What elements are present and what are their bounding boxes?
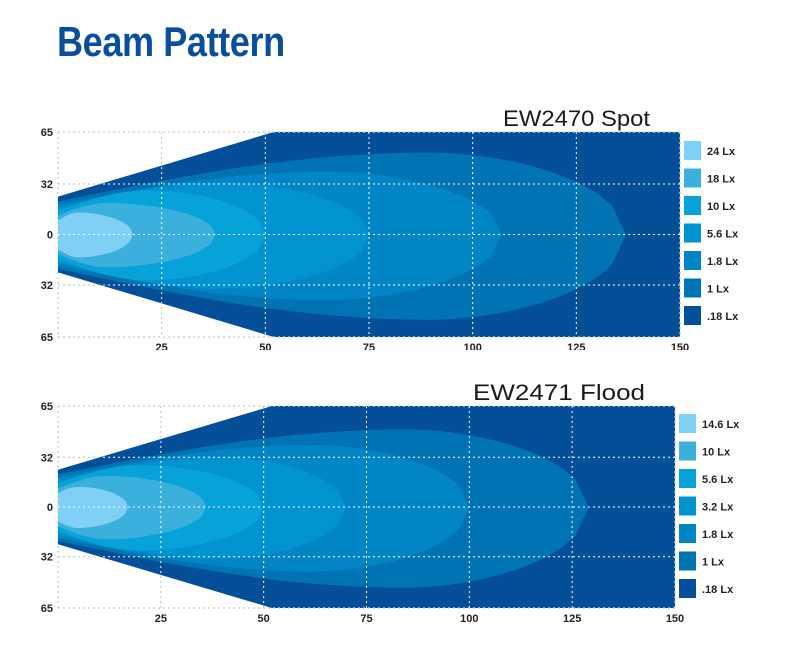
y-tick-label: 65 [41,127,53,139]
legend-swatch [684,306,701,325]
legend-label: 1 Lx [707,284,730,296]
x-tick-label: 25 [155,613,167,624]
x-tick-label: 125 [563,613,581,624]
spot-beam-chart: EW2470 Spot 25 50 75 100 125 150 65 32 0 32 65 24 Lx… [41,106,739,350]
legend-label: 3.2 Lx [702,502,734,514]
grid-overlay [58,406,675,608]
x-tick-label: 100 [463,342,481,350]
grid-overlay [58,132,680,337]
legend-swatch [679,551,696,571]
x-tick-label: 75 [360,613,372,624]
chart-title: EW2470 Spot [503,106,650,131]
chart-title: EW2471 Flood [473,380,645,405]
legend-label: 18 Lx [707,174,736,186]
y-tick-label: 65 [41,603,53,615]
y-tick-label: 32 [41,179,53,191]
contour-146Lx [58,486,128,529]
y-tick-label: 32 [41,552,53,564]
x-tick-label: 75 [363,342,375,350]
legend-label: 1.8 Lx [702,529,734,541]
x-tick-label: 25 [156,342,168,350]
legend-swatch [679,469,696,488]
x-tick-label: 150 [671,342,689,350]
y-tick-label: 65 [41,401,53,413]
legend-swatch [679,579,696,598]
legend-label: 10 Lx [707,201,736,213]
page-title: Beam Pattern [57,18,285,65]
legend-label: 10 Lx [702,447,731,459]
legend-label: 1.8 Lx [707,256,739,268]
y-tick-label: 0 [47,230,53,242]
legend-swatch [679,414,696,433]
legend-swatch [684,251,701,270]
legend-label: 5.6 Lx [702,474,734,486]
y-tick-label: 0 [47,502,53,514]
x-tick-label: 50 [258,613,270,624]
x-tick-label: 50 [259,342,271,350]
legend-swatch [684,196,701,215]
legend-label: .18 Lx [702,584,734,596]
y-tick-label: 32 [41,280,53,292]
legend-swatch [679,496,696,516]
x-tick-label: 125 [567,342,585,350]
x-tick-label: 150 [666,613,684,624]
contour-24Lx [58,212,133,258]
legend-label: .18 Lx [707,311,739,323]
legend-swatch [679,441,696,461]
flood-beam-chart: EW2471 Flood 25 50 75 100 125 150 65 32 0 32 65 14.6… [41,380,740,624]
legend-label: 24 Lx [707,146,736,158]
legend-label: 1 Lx [702,557,725,569]
x-tick-label: 100 [460,613,478,624]
legend-swatch [679,524,696,543]
y-tick-label: 32 [41,452,53,464]
legend-label: 5.6 Lx [707,229,739,241]
legend-swatch [684,168,701,188]
legend-label: 14.6 Lx [702,419,740,431]
legend-swatch [684,278,701,298]
legend-swatch [684,141,701,160]
y-tick-label: 65 [41,332,53,344]
legend-swatch [684,223,701,243]
